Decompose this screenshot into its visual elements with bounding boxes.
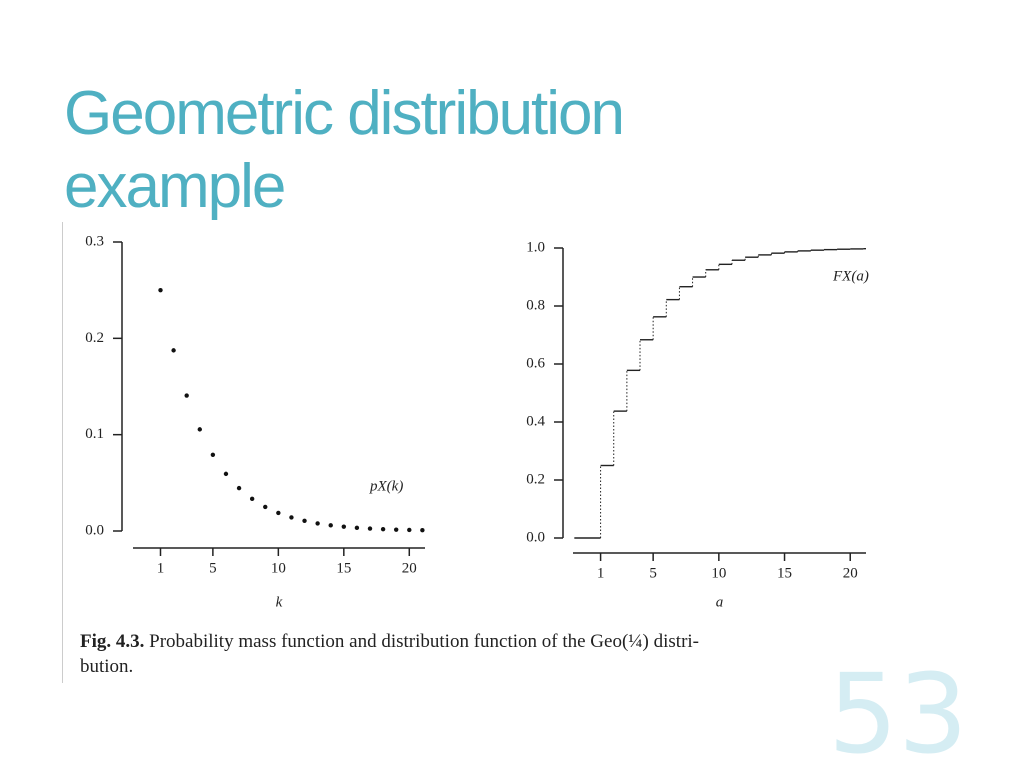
point <box>276 510 281 516</box>
x-tick-label: 1 <box>157 560 165 576</box>
x-tick-label: 15 <box>777 565 792 581</box>
point <box>393 527 399 532</box>
x-tick-label: 10 <box>271 560 286 576</box>
point <box>289 515 294 520</box>
y-tick-label: 0.1 <box>85 426 104 442</box>
point <box>197 427 202 432</box>
x-tick-label: 15 <box>336 560 351 576</box>
caption: Fig. 4.3. Probability mass function and … <box>80 631 699 652</box>
point <box>341 524 347 529</box>
point <box>420 528 425 533</box>
annotation: pX(k) <box>369 478 403 494</box>
x-axis-label: k <box>276 594 283 610</box>
charts: 0.00.10.20.31 5 10 15 20kpX(k)0.00.20.40.60.… <box>85 233 869 610</box>
point <box>249 496 255 502</box>
y-tick-label: 0.4 <box>526 413 545 429</box>
point <box>315 521 320 526</box>
y-tick-label: 0.6 <box>526 355 545 371</box>
slide-title: Geometric distribution <box>64 79 623 148</box>
y-tick-label: 0.2 <box>526 471 545 487</box>
annotation: FX(a) <box>832 268 869 284</box>
page-number: 53 <box>828 650 968 768</box>
point <box>380 526 386 532</box>
y-tick-label: 0.0 <box>85 522 104 538</box>
point <box>171 348 176 353</box>
y-tick-label: 0.3 <box>85 233 104 249</box>
x-tick-label: 10 <box>711 565 726 581</box>
point <box>354 525 360 531</box>
y-tick-label: 0.0 <box>526 529 545 545</box>
x-tick-label: 5 <box>209 560 217 576</box>
point <box>158 287 163 293</box>
x-tick-label: 1 <box>597 565 605 581</box>
caption-text: Probability mass function and distributi… <box>149 631 699 652</box>
y-tick-label: 0.2 <box>85 330 104 346</box>
y-tick-label: 0.8 <box>526 297 545 313</box>
point <box>223 471 229 477</box>
point <box>367 526 373 531</box>
point <box>302 518 307 523</box>
x-tick-label: 20 <box>402 560 417 576</box>
point <box>407 527 412 533</box>
caption-text: bution. <box>80 656 133 677</box>
point <box>328 523 333 528</box>
x-axis-label: a <box>716 594 724 610</box>
point <box>210 452 216 458</box>
slide-title: example <box>64 152 284 221</box>
x-tick-label: 20 <box>843 565 858 581</box>
point <box>184 393 189 398</box>
point <box>236 485 242 491</box>
y-tick-label: 1.0 <box>526 239 545 255</box>
x-tick-label: 5 <box>649 565 657 581</box>
caption-label: Fig. 4.3. <box>80 631 144 652</box>
point <box>263 504 268 510</box>
